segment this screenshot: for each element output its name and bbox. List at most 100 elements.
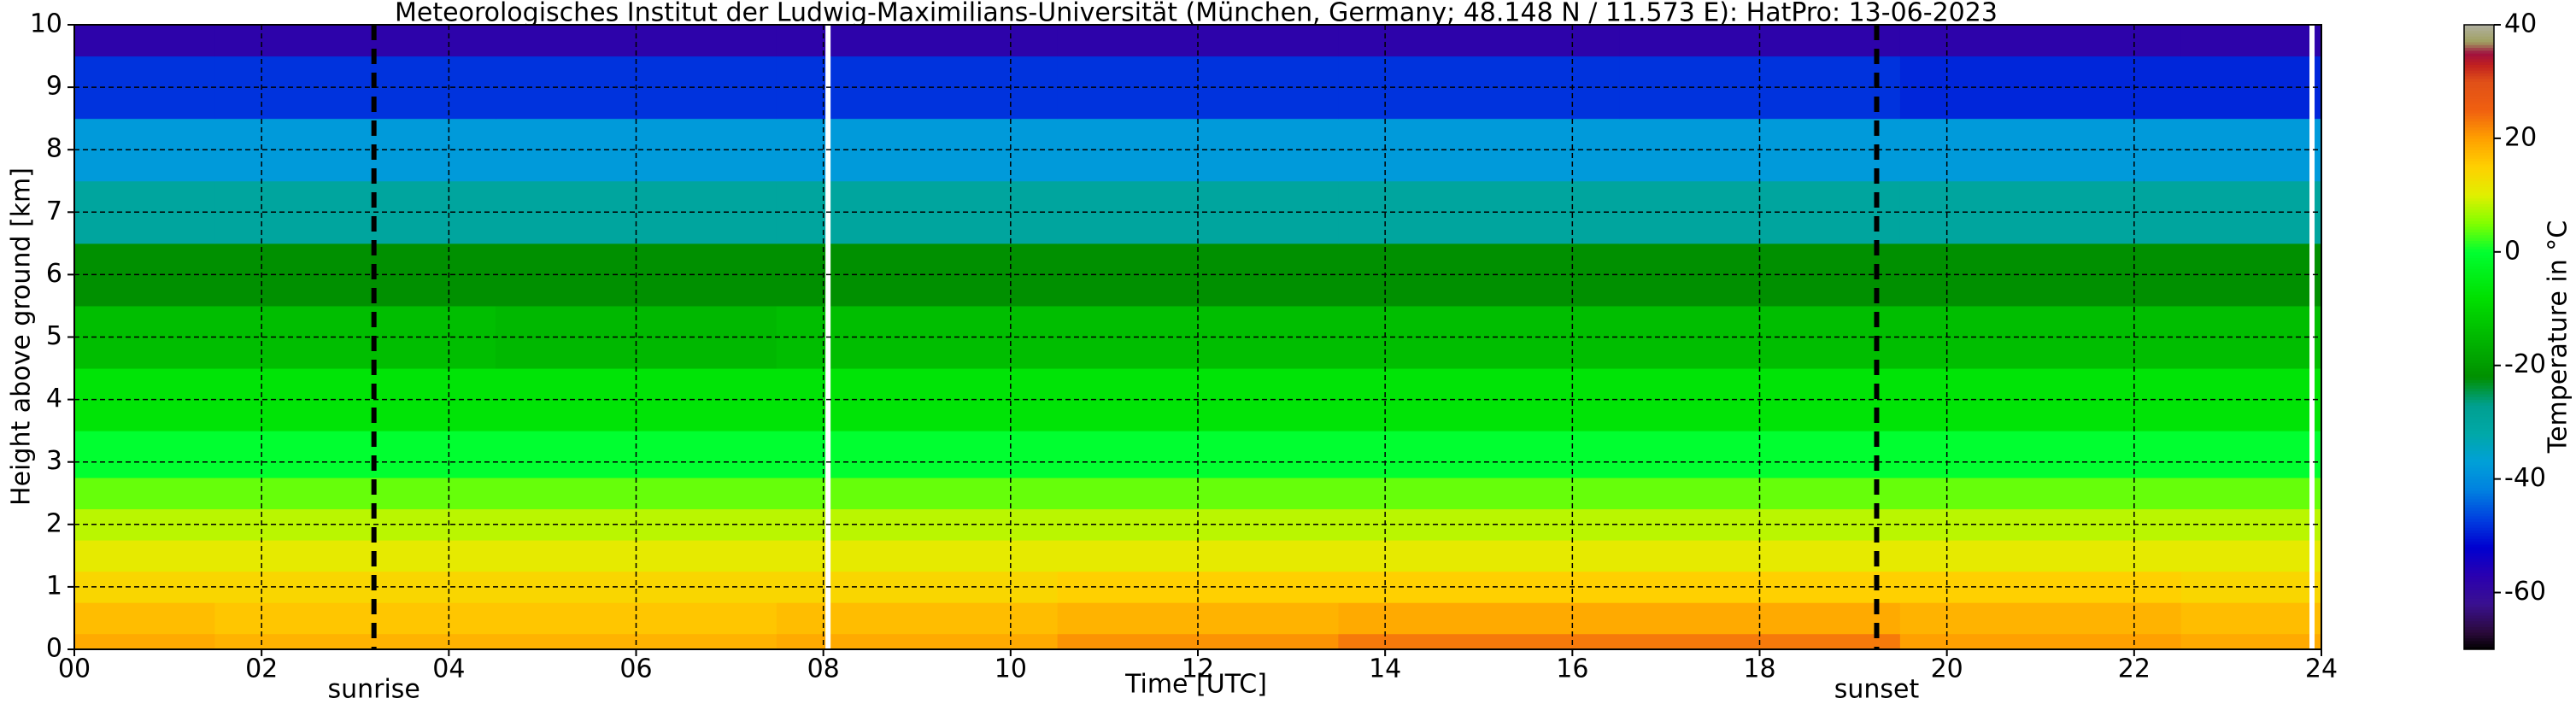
colorbar-segment	[2464, 532, 2494, 537]
colorbar-segment	[2464, 461, 2494, 466]
heatmap-cell	[2180, 540, 2322, 572]
colorbar-segment	[2464, 603, 2494, 607]
colorbar-segment	[2464, 377, 2494, 380]
colorbar-segment	[2464, 507, 2494, 511]
heatmap-cell	[1899, 477, 2182, 510]
y-tick-label: 1	[46, 571, 62, 601]
colorbar-segment	[2464, 251, 2494, 255]
colorbar-segment	[2464, 405, 2494, 409]
heatmap-cell	[776, 633, 1059, 650]
plot-frame	[73, 24, 2322, 650]
colorbar-segment	[2464, 84, 2494, 88]
colorbar-segment	[2464, 158, 2494, 161]
heatmap-cell	[214, 540, 496, 572]
colorbar-segment	[2464, 255, 2494, 258]
colorbar-segment	[2464, 362, 2494, 367]
colorbar-segment	[2464, 348, 2494, 352]
colorbar-tick-label: -40	[2504, 463, 2546, 493]
colorbar-segment	[2464, 609, 2494, 613]
colorbar-segment	[2464, 169, 2494, 173]
heatmap-cell	[2180, 602, 2322, 635]
colorbar-segment	[2464, 396, 2494, 401]
colorbar-segment	[2464, 586, 2494, 590]
colorbar-segment	[2464, 87, 2494, 91]
colorbar-segment	[2464, 626, 2494, 631]
x-tick-label: 22	[2118, 654, 2151, 684]
colorbar-segment	[2464, 81, 2494, 85]
y-tick-label: 6	[46, 259, 62, 289]
heatmap-cell	[1338, 602, 1620, 635]
colorbar-segment	[2464, 549, 2494, 554]
colorbar-segment	[2464, 354, 2494, 358]
colorbar-segment	[2464, 578, 2494, 582]
colorbar-segment	[2464, 141, 2494, 145]
colorbar-segment	[2464, 326, 2494, 330]
colorbar-segment	[2464, 607, 2494, 610]
y-tick-label: 3	[46, 446, 62, 476]
y-tick-label: 10	[30, 9, 62, 39]
colorbar-segment	[2464, 195, 2494, 199]
colorbar-frame	[2463, 24, 2495, 650]
colorbar-segment	[2464, 201, 2494, 204]
colorbar-segment	[2464, 172, 2494, 176]
colorbar-segment	[2464, 422, 2494, 426]
colorbar-segment	[2464, 601, 2494, 605]
colorbar-segment	[2464, 345, 2494, 349]
heatmap-cell	[74, 25, 215, 57]
x-axis-label: Time [UTC]	[1124, 670, 1267, 700]
x-tick-label: 20	[1931, 654, 1963, 684]
colorbar-segment	[2464, 379, 2494, 384]
colorbar-segment	[2464, 425, 2494, 429]
colorbar-segment	[2464, 433, 2494, 437]
colorbar-segment	[2464, 208, 2494, 213]
heatmap-cell	[1899, 431, 2182, 478]
colorbar-segment	[2464, 294, 2494, 298]
heatmap-cell	[214, 602, 496, 635]
heatmap-cell	[776, 602, 1059, 635]
colorbar-segment	[2464, 120, 2494, 125]
colorbar-segment	[2464, 393, 2494, 397]
y-tick-label: 0	[46, 634, 62, 664]
colorbar-segment	[2464, 36, 2494, 40]
colorbar-segment	[2464, 368, 2494, 372]
colorbar-tick-label: 0	[2504, 236, 2520, 266]
colorbar-segment	[2464, 595, 2494, 599]
colorbar-segment	[2464, 70, 2494, 73]
annotation-label: sunrise	[327, 675, 420, 704]
colorbar-segment	[2464, 229, 2494, 233]
colorbar-segment	[2464, 101, 2494, 105]
colorbar-segment	[2464, 356, 2494, 361]
colorbar-segment	[2464, 612, 2494, 616]
colorbar-segment	[2464, 513, 2494, 517]
colorbar-segment	[2464, 308, 2494, 313]
colorbar-segment	[2464, 490, 2494, 494]
colorbar-segment	[2464, 64, 2494, 68]
colorbar-segment	[2464, 90, 2494, 94]
colorbar-segment	[2464, 427, 2494, 431]
colorbar-segment	[2464, 118, 2494, 122]
x-tick-label: 10	[995, 654, 1027, 684]
colorbar-segment	[2464, 257, 2494, 261]
colorbar-segment	[2464, 291, 2494, 296]
colorbar-segment	[2464, 32, 2494, 37]
colorbar-segment	[2464, 98, 2494, 103]
x-tick-label: 00	[58, 654, 91, 684]
colorbar-segment	[2464, 302, 2494, 307]
colorbar-segment	[2464, 337, 2494, 341]
colorbar-segment	[2464, 371, 2494, 375]
colorbar-segment	[2464, 305, 2494, 309]
colorbar-segment	[2464, 246, 2494, 249]
colorbar-segment	[2464, 155, 2494, 159]
colorbar-segment	[2464, 365, 2494, 369]
colorbar-segment	[2464, 496, 2494, 500]
colorbar-segment	[2464, 484, 2494, 489]
colorbar-segment	[2464, 115, 2494, 120]
colorbar-segment	[2464, 414, 2494, 418]
colorbar-segment	[2464, 510, 2494, 514]
colorbar-segment	[2464, 470, 2494, 474]
y-tick-label: 5	[46, 321, 62, 351]
colorbar-segment	[2464, 44, 2494, 49]
colorbar-segment	[2464, 590, 2494, 594]
colorbar-segment	[2464, 272, 2494, 275]
colorbar-segment	[2464, 331, 2494, 335]
